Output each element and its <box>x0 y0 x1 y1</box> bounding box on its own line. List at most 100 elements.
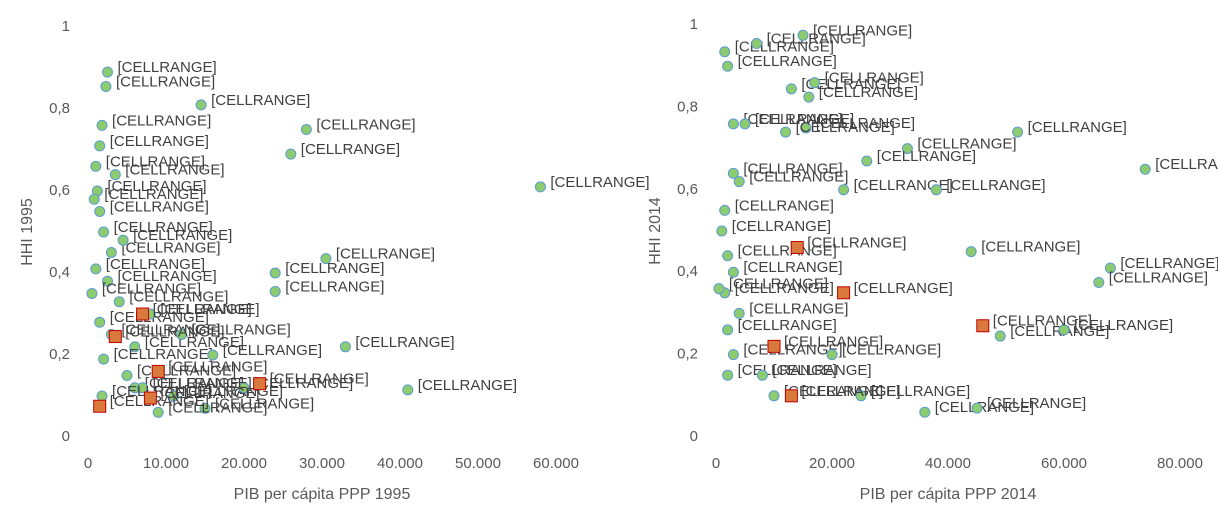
point <box>253 377 267 391</box>
point <box>143 391 157 405</box>
x-tick-label: 60.000 <box>533 455 579 472</box>
point <box>269 285 281 297</box>
y-tick-label: 0,2 <box>49 346 70 363</box>
point-label: [CELLRANGE] <box>192 321 291 338</box>
point-label: [CELLRANGE] <box>160 385 259 402</box>
point <box>152 406 164 418</box>
x-tick-label: 80.000 <box>1157 455 1203 472</box>
point-label: [CELLRANGE] <box>125 324 224 341</box>
y-tick-label: 0,4 <box>677 263 698 280</box>
point-label: [CELLRANGE] <box>114 346 213 363</box>
x-tick-label: 0 <box>84 455 92 472</box>
point <box>96 390 108 402</box>
point-label: [CELLRANGE] <box>223 342 322 359</box>
point-label: [CELLRANGE] <box>946 177 1045 194</box>
point-label: [CELLRANGE] <box>743 111 842 128</box>
x-tick-label: 40.000 <box>925 455 971 472</box>
point <box>976 319 990 333</box>
x-axis-title: PIB per cápita PPP 2014 <box>860 486 1037 503</box>
point <box>768 390 780 402</box>
point-label: [CELLRANGE] <box>104 186 203 203</box>
point <box>109 169 121 181</box>
point-label: [CELLRANGE] <box>110 393 209 410</box>
point <box>238 382 250 394</box>
point-label: [CELLRANGE] <box>145 334 244 351</box>
point <box>1012 126 1024 138</box>
point <box>855 390 867 402</box>
point-label: [CELLRANGE] <box>133 227 232 244</box>
point <box>285 148 297 160</box>
point <box>108 330 122 344</box>
point-label: [CELLRANGE] <box>935 399 1034 416</box>
point-label: [CELLRANGE] <box>1155 156 1218 173</box>
point-label: [CELLRANGE] <box>749 169 848 186</box>
point-label: [CELLRANGE] <box>285 278 384 295</box>
point <box>767 339 781 353</box>
point <box>930 184 942 196</box>
point-label: [CELLRANGE] <box>118 59 217 76</box>
point <box>727 349 739 361</box>
point <box>994 330 1006 342</box>
point <box>838 184 850 196</box>
point <box>94 206 106 217</box>
point <box>780 126 792 138</box>
y-axis-title: HHI 2014 <box>647 197 664 265</box>
point <box>105 247 117 258</box>
point-label: [CELLRANGE] <box>813 22 912 39</box>
x-tick-label: 40.000 <box>377 455 423 472</box>
point <box>176 329 188 340</box>
point-label: [CELLRANGE] <box>877 148 976 165</box>
x-tick-label: 20.000 <box>221 455 267 472</box>
y-tick-label: 0,4 <box>49 264 70 281</box>
y-tick-label: 0 <box>690 428 698 445</box>
point-label: [CELLRANGE] <box>735 197 834 214</box>
point-label: [CELLRANGE] <box>807 234 906 251</box>
point <box>784 389 798 403</box>
point-label: [CELLRANGE] <box>106 153 205 170</box>
point-label: [CELLRANGE] <box>801 76 900 93</box>
point <box>1093 277 1105 288</box>
point <box>300 124 312 135</box>
point <box>790 240 804 254</box>
point-label: [CELLRANGE] <box>772 362 871 379</box>
point-label: [CELLRANGE] <box>743 160 842 177</box>
point-label: [CELLRANGE] <box>743 259 842 276</box>
point <box>269 267 281 279</box>
point-label: [CELLRANGE] <box>160 301 259 318</box>
point-label: [CELLRANGE] <box>981 239 1080 256</box>
point <box>88 193 100 205</box>
point <box>713 283 725 295</box>
point-label: [CELLRANGE] <box>107 178 206 195</box>
point-label: [CELLRANGE] <box>125 162 224 179</box>
point-label: [CELLRANGE] <box>285 260 384 277</box>
point-label: [CELLRANGE] <box>116 73 215 90</box>
point <box>722 324 734 336</box>
point-label: [CELLRANGE] <box>355 334 454 351</box>
point-label: [CELLRANGE] <box>211 92 310 109</box>
point-label: [CELLRANGE] <box>145 375 244 392</box>
point-label: [CELLRANGE] <box>738 243 837 260</box>
point <box>722 250 734 262</box>
x-tick-label: 30.000 <box>299 455 345 472</box>
point-label: [CELLRANGE] <box>121 239 220 256</box>
point <box>756 369 768 381</box>
point-label: [CELLRANGE] <box>1074 317 1173 334</box>
point-label: [CELLRANGE] <box>215 395 314 412</box>
point-label: [CELLRANGE] <box>129 289 228 306</box>
point-label: [CELLRANGE] <box>854 280 953 297</box>
x-tick-label: 60.000 <box>1041 455 1087 472</box>
point-label: [CELLRANGE] <box>270 371 369 388</box>
point-label: [CELLRANGE] <box>735 280 834 297</box>
y-axis-title: HHI 1995 <box>19 198 36 266</box>
y-tick-label: 0,8 <box>677 98 698 115</box>
point-label: [CELLRANGE] <box>110 309 209 326</box>
point-label: [CELLRANGE] <box>738 53 837 70</box>
point <box>534 181 546 193</box>
point <box>86 288 98 299</box>
point <box>199 402 211 414</box>
point-label: [CELLRANGE] <box>153 301 252 318</box>
point <box>93 399 107 413</box>
point <box>1139 163 1151 175</box>
point-label: [CELLRANGE] <box>854 177 953 194</box>
